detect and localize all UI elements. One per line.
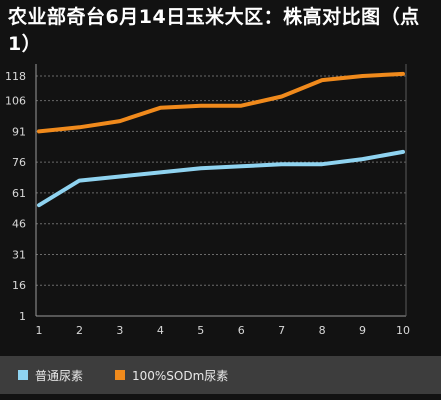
legend-label-series-2: 100%SODm尿素	[132, 368, 229, 383]
x-tick-label: 2	[76, 324, 83, 337]
legend-item-series-2[interactable]: 100%SODm尿素	[115, 368, 229, 383]
axis-lines	[35, 64, 407, 317]
series-line-2[interactable]	[37, 71, 405, 134]
y-tick-label: 118	[5, 70, 26, 83]
x-tick-label: 9	[359, 324, 366, 337]
y-tick-label: 1	[19, 310, 26, 323]
x-axis-tick-labels: 1 2 3 4 5 6 7 8 9 10	[36, 324, 411, 337]
line-chart: 1 16 31 46 61 76 91 106 118 1 2 3 4 5 6 7 8 9 10	[5, 64, 411, 337]
x-tick-label: 1	[36, 324, 43, 337]
legend-swatch-series-2	[115, 370, 125, 380]
y-axis-tick-labels: 1 16 31 46 61 76 91 106 118	[5, 70, 26, 323]
y-tick-label: 46	[12, 218, 26, 231]
x-tick-label: 10	[396, 324, 410, 337]
y-tick-label: 91	[12, 125, 26, 138]
legend-swatch-series-1	[18, 370, 28, 380]
chart-title: 农业部奇台6月14日玉米大区：株高对比图（点1）	[8, 6, 420, 55]
legend-label-series-1: 普通尿素	[35, 368, 84, 383]
y-tick-label: 61	[12, 187, 26, 200]
x-tick-label: 7	[278, 324, 285, 337]
x-tick-label: 8	[319, 324, 326, 337]
y-tick-label: 16	[12, 279, 26, 292]
x-tick-label: 6	[238, 324, 245, 337]
legend-item-series-1[interactable]: 普通尿素	[18, 368, 84, 383]
series-line-1[interactable]	[37, 149, 405, 208]
chart-legend: 普通尿素 100%SODm尿素	[0, 356, 441, 394]
x-tick-label: 4	[157, 324, 164, 337]
y-tick-label: 106	[5, 95, 26, 108]
series-lines	[37, 71, 405, 208]
x-tick-label: 5	[197, 324, 204, 337]
y-tick-label: 31	[12, 248, 26, 261]
x-tick-label: 3	[116, 324, 123, 337]
y-tick-label: 76	[12, 156, 26, 169]
